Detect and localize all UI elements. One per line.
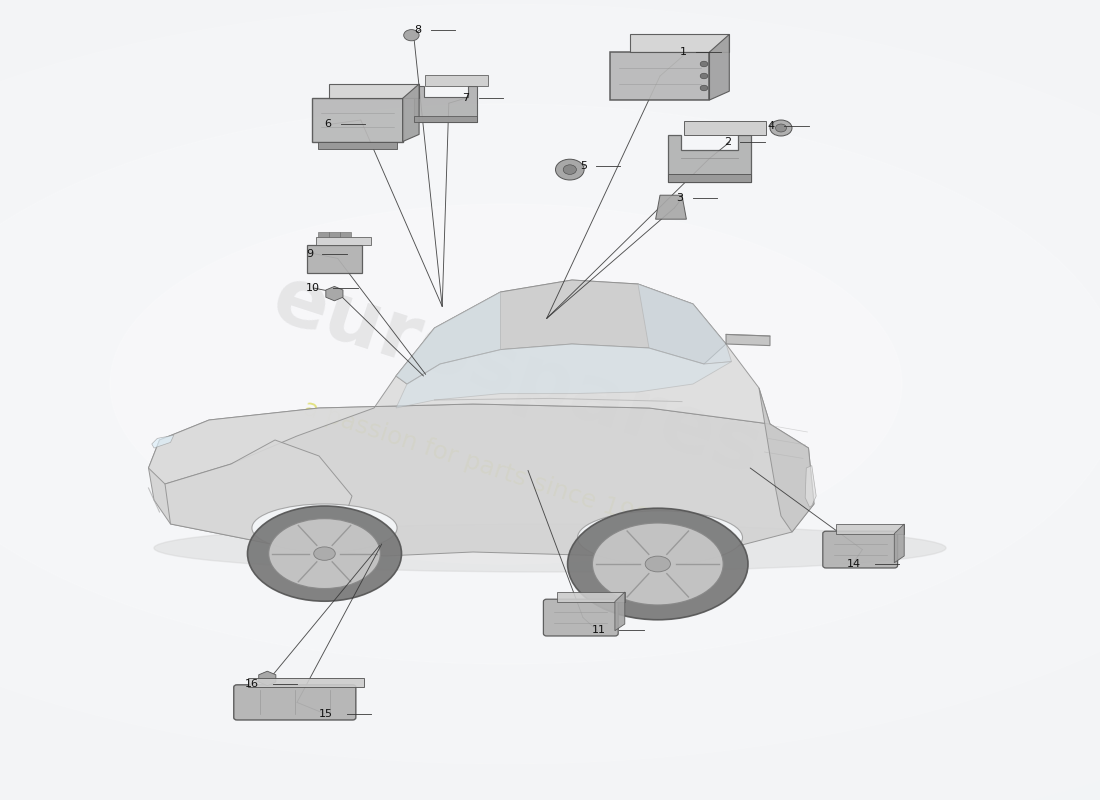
Ellipse shape (593, 523, 723, 605)
Ellipse shape (268, 518, 381, 589)
Ellipse shape (579, 512, 741, 563)
Ellipse shape (646, 556, 670, 572)
Polygon shape (165, 440, 352, 548)
Polygon shape (805, 466, 816, 507)
Polygon shape (836, 524, 904, 534)
Ellipse shape (0, 4, 1100, 764)
Polygon shape (403, 84, 419, 142)
Text: 16: 16 (245, 679, 260, 689)
Bar (329, 232, 340, 238)
Circle shape (700, 62, 708, 66)
Polygon shape (669, 135, 750, 182)
Text: 9: 9 (306, 249, 312, 258)
Polygon shape (759, 388, 814, 532)
Circle shape (700, 74, 708, 78)
Polygon shape (326, 286, 343, 301)
FancyBboxPatch shape (234, 685, 356, 720)
Circle shape (776, 124, 786, 132)
Polygon shape (396, 344, 732, 408)
FancyBboxPatch shape (318, 142, 397, 149)
Polygon shape (414, 116, 477, 122)
Ellipse shape (0, 104, 1100, 664)
Bar (318, 232, 329, 238)
Bar (340, 232, 351, 238)
Polygon shape (152, 435, 174, 448)
Circle shape (563, 165, 576, 174)
Polygon shape (396, 280, 726, 384)
Ellipse shape (154, 524, 946, 572)
Polygon shape (894, 524, 904, 562)
Text: 6: 6 (324, 119, 331, 129)
Polygon shape (615, 592, 625, 630)
Text: 3: 3 (676, 194, 683, 203)
Polygon shape (630, 34, 729, 52)
Text: eurospares: eurospares (263, 260, 771, 492)
Polygon shape (329, 84, 419, 98)
Polygon shape (710, 34, 729, 100)
Ellipse shape (248, 506, 402, 602)
FancyBboxPatch shape (543, 599, 618, 636)
Polygon shape (414, 86, 477, 122)
Polygon shape (656, 195, 686, 219)
FancyBboxPatch shape (312, 98, 403, 142)
Circle shape (700, 86, 708, 90)
Text: 5: 5 (580, 161, 586, 170)
Ellipse shape (568, 508, 748, 620)
Polygon shape (249, 678, 363, 687)
FancyBboxPatch shape (307, 245, 362, 273)
Text: 11: 11 (592, 626, 606, 635)
Polygon shape (684, 121, 766, 135)
FancyBboxPatch shape (823, 531, 898, 568)
Text: 15: 15 (319, 709, 333, 718)
Text: 8: 8 (415, 25, 421, 34)
Polygon shape (148, 280, 770, 484)
Polygon shape (316, 238, 371, 245)
Polygon shape (669, 174, 750, 182)
Polygon shape (557, 592, 625, 602)
Circle shape (404, 30, 419, 41)
Polygon shape (425, 75, 488, 86)
Ellipse shape (253, 505, 396, 551)
Text: 2: 2 (724, 138, 730, 147)
Text: 4: 4 (768, 121, 774, 130)
Text: 10: 10 (306, 283, 320, 293)
Text: 1: 1 (680, 47, 686, 57)
Polygon shape (258, 671, 276, 686)
Ellipse shape (314, 547, 336, 560)
Polygon shape (638, 284, 732, 364)
FancyBboxPatch shape (610, 52, 710, 100)
Text: 7: 7 (462, 93, 469, 102)
Text: a passion for parts since 1985: a passion for parts since 1985 (300, 396, 668, 535)
Text: 14: 14 (847, 559, 861, 569)
Ellipse shape (110, 204, 902, 564)
Circle shape (556, 159, 584, 180)
Polygon shape (726, 334, 770, 346)
Polygon shape (396, 292, 500, 384)
Circle shape (770, 120, 792, 136)
Polygon shape (148, 404, 814, 556)
